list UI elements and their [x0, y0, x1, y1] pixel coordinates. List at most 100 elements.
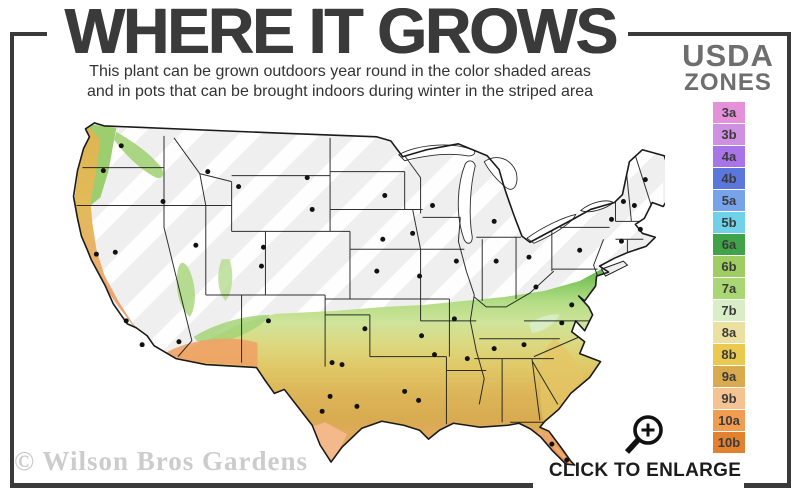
legend-zone-10a: 10a [713, 410, 745, 431]
frame-right [787, 32, 791, 488]
frame-left [10, 32, 14, 488]
city-dot [123, 318, 129, 324]
lake-erie [526, 213, 577, 244]
legend-zone-5a: 5a [713, 190, 745, 211]
city-dot [564, 457, 570, 463]
subtitle-line-1: This plant can be grown outdoors year ro… [89, 63, 591, 80]
city-dot [260, 244, 266, 250]
city-dot [236, 184, 242, 190]
city-dot [193, 242, 199, 248]
city-dot [491, 346, 497, 352]
city-dot [453, 258, 459, 264]
city-dot [319, 408, 325, 414]
city-dot [631, 202, 637, 208]
city-dot [100, 168, 106, 174]
city-dot [416, 397, 422, 403]
great-lakes [397, 144, 615, 244]
city-dot [533, 284, 539, 290]
city-dot [549, 441, 555, 447]
city-dot [637, 226, 643, 232]
city-dot [380, 236, 386, 242]
city-dot [362, 326, 368, 332]
city-dot [265, 318, 271, 324]
legend-zone-7a: 7a [713, 278, 745, 299]
city-dot [354, 403, 360, 409]
city-dot [402, 388, 408, 394]
city-dot [417, 273, 423, 279]
legend-zone-3a: 3a [713, 102, 745, 123]
city-dot [526, 254, 532, 260]
city-dot [93, 251, 99, 257]
legend-title-zones: ZONES [684, 69, 772, 96]
frame-bottom-right [744, 483, 791, 488]
florida-orange-patch [535, 430, 575, 466]
legend-zone-9a: 9a [713, 366, 745, 387]
city-dot [642, 177, 648, 183]
us-map-graphic [72, 122, 676, 466]
city-dot [339, 362, 345, 368]
city-dot [577, 247, 583, 253]
legend-zone-10b: 10b [713, 432, 745, 453]
arizona-orange-patch [166, 338, 258, 367]
city-dot [620, 199, 626, 204]
city-dot [160, 199, 166, 204]
page-title: WHERE IT GROWS [64, 0, 618, 67]
city-dot [382, 193, 388, 199]
city-dot [205, 169, 211, 175]
legend-title-usda: USDA [682, 38, 774, 73]
frame-top-right [628, 32, 791, 36]
page-subtitle: This plant can be grown outdoors year ro… [20, 62, 660, 102]
city-dot [374, 268, 380, 274]
city-dot [304, 175, 310, 181]
city-dot [569, 302, 575, 308]
southeast-coastal-gold-patch [540, 338, 584, 422]
legend-zone-8b: 8b [713, 344, 745, 365]
city-dot [309, 206, 315, 212]
legend-zone-6a: 6a [713, 234, 745, 255]
legend-zone-4a: 4a [713, 146, 745, 167]
city-dot [491, 218, 497, 224]
legend-zone-7b: 7b [713, 300, 745, 321]
city-dot [432, 352, 437, 358]
city-dot [464, 356, 470, 362]
subtitle-line-2: and in pots that can be brought indoors … [86, 83, 594, 100]
legend-zone-5b: 5b [713, 212, 745, 233]
legend-zone-list: 3a 3b 4a 4b 5a 5b 6a 6b 7a 7b 8a 8b 9a 9b 10a 10b [713, 102, 745, 454]
legend-zone-4b: 4b [713, 168, 745, 189]
utah-green-patch [218, 259, 233, 301]
legend-zone-9b: 9b [713, 388, 745, 409]
city-dot [410, 230, 416, 236]
inland-northwest-green-patch [114, 131, 164, 178]
city-dot [559, 320, 565, 326]
frame-bottom-left [10, 483, 533, 488]
usda-zone-map[interactable] [25, 110, 676, 468]
legend-zone-3b: 3b [713, 124, 745, 145]
lake-michigan [457, 160, 476, 244]
magnifying-glass-plus-icon[interactable] [621, 412, 669, 458]
frame-top-left [10, 32, 47, 36]
city-dot [112, 249, 118, 255]
city-dot [139, 342, 145, 348]
nevada-green-patch [176, 262, 195, 317]
city-dot [176, 339, 182, 345]
legend-zone-8a: 8a [713, 322, 745, 343]
appalachian-pale-patch [528, 314, 560, 333]
lake-superior [397, 144, 476, 162]
city-dot [521, 342, 527, 348]
city-dot [327, 393, 333, 399]
click-to-enlarge-control[interactable]: CLICK TO ENLARGE [545, 412, 745, 482]
city-dot [258, 263, 264, 269]
city-dot [451, 316, 457, 322]
south-texas-peach-patch [313, 422, 347, 465]
city-dot [430, 202, 435, 208]
city-dot [329, 360, 335, 366]
city-dot [419, 333, 425, 339]
legend-title: USDA ZONES [672, 40, 784, 95]
city-dot [493, 258, 499, 264]
city-dot [618, 238, 624, 244]
city-dots-layer [93, 143, 648, 463]
mogollon-green-patch [193, 314, 270, 345]
city-dot [609, 216, 614, 222]
click-to-enlarge-label[interactable]: CLICK TO ENLARGE [548, 460, 742, 481]
